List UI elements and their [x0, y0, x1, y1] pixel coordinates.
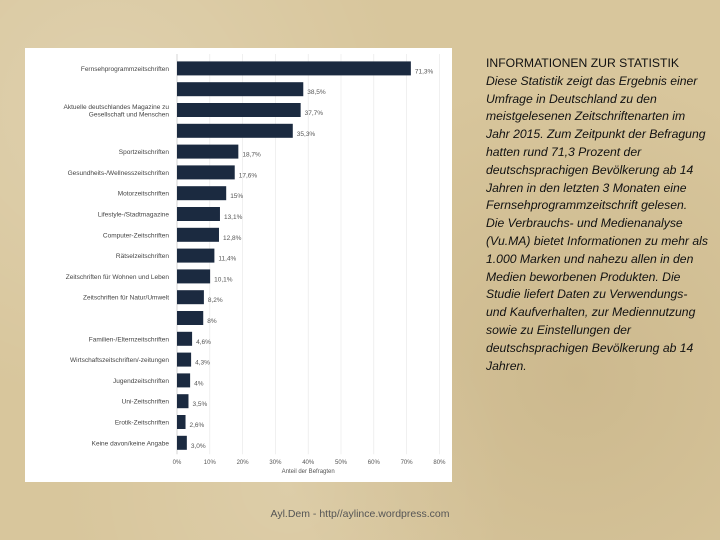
- category-label: Familien-/Elternzeitschriften: [89, 336, 170, 343]
- bar-value-label: 15%: [230, 193, 243, 200]
- bar: [177, 227, 219, 242]
- category-label: Zeitschriften für Wohnen und Leben: [66, 274, 170, 281]
- bar: [177, 248, 215, 263]
- bar-value-label: 4,6%: [196, 339, 211, 346]
- bar-value-label: 13,1%: [224, 214, 243, 221]
- bar: [177, 61, 411, 76]
- bar-value-label: 11,4%: [218, 256, 236, 263]
- x-tick-label: 0%: [173, 460, 182, 466]
- x-tick-label: 30%: [269, 460, 282, 466]
- category-label: Aktuelle deutschlandes Magazine zu: [63, 104, 169, 111]
- bar: [177, 373, 191, 388]
- bar: [177, 435, 187, 450]
- bar-chart: 0% 10% 20% 30% 40% 50% 60% 70% 80% Anteil der Bef…: [63, 54, 446, 475]
- category-label: Rätselzeitschriften: [116, 253, 169, 260]
- bar-value-label: 18,7%: [242, 152, 261, 159]
- footer-credit: Ayl.Dem - http//aylince.wordpress.com: [270, 508, 450, 520]
- bar: [177, 352, 192, 367]
- bar-value-label: 8%: [207, 318, 217, 325]
- bar-value-label: 3,5%: [192, 401, 207, 408]
- bar: [177, 290, 204, 305]
- category-label: Computer-Zeitschriften: [103, 232, 169, 239]
- category-label: Motorzeitschriften: [118, 191, 170, 198]
- bar-value-label: 35,3%: [297, 131, 316, 138]
- category-label: Gesellschaft und Menschen: [89, 111, 170, 118]
- bar: [177, 331, 193, 346]
- bar: [177, 269, 211, 284]
- category-label: Sportzeitschriften: [119, 149, 170, 156]
- bar: [177, 207, 220, 221]
- category-label: Lifestyle-/Stadtmagazine: [98, 212, 170, 219]
- x-tick-label: 70%: [401, 460, 414, 466]
- x-tick-label: 50%: [335, 460, 348, 466]
- category-label: Fernsehprogrammzeitschriften: [81, 66, 170, 73]
- bar: [177, 186, 227, 201]
- bar-value-label: 8,2%: [208, 297, 223, 304]
- info-paragraph: Die Verbrauchs- und Medienanalyse (Vu.MA…: [486, 216, 708, 373]
- info-text: Diese Statistik zeigt das Ergebnis einer…: [486, 73, 708, 376]
- x-tick-label: 20%: [237, 460, 250, 466]
- category-label: Gesundheits-/Wellnesszeitschriften: [68, 170, 170, 177]
- x-tick-label: 80%: [433, 460, 446, 466]
- category-label: Zeitschriften für Natur/Umwelt: [83, 295, 169, 302]
- x-tick-label: 10%: [204, 460, 217, 466]
- bar: [177, 144, 239, 159]
- bar-value-label: 71,3%: [415, 68, 434, 75]
- bar: [177, 394, 189, 409]
- category-label: Uni-Zeitschriften: [122, 399, 170, 406]
- category-label: Keine davon/keine Angabe: [92, 440, 170, 447]
- info-paragraph: Diese Statistik zeigt das Ergebnis einer…: [486, 73, 706, 213]
- bar: [177, 82, 304, 97]
- bar-value-label: 10,1%: [214, 276, 233, 283]
- bar-value-label: 3,0%: [191, 443, 206, 450]
- bar-value-label: 4,3%: [195, 360, 210, 367]
- category-label: Erotik-Zeitschriften: [115, 420, 170, 427]
- bar-value-label: 17,6%: [239, 172, 258, 179]
- bar: [177, 165, 235, 180]
- bar: [177, 103, 301, 117]
- info-heading: INFORMATIONEN ZUR STATISTIK: [486, 56, 679, 70]
- x-axis-title: Anteil der Befragten: [282, 469, 335, 475]
- info-panel: INFORMATIONEN ZUR STATISTIK Diese Statis…: [486, 55, 708, 375]
- bar-value-label: 12,8%: [223, 235, 242, 242]
- bar: [177, 415, 186, 429]
- category-label: Wirtschaftszeitschriften/-zeitungen: [70, 357, 169, 364]
- bar: [177, 311, 204, 325]
- bar-value-label: 4%: [194, 380, 204, 387]
- x-tick-label: 40%: [302, 460, 315, 466]
- bar-value-label: 2,6%: [190, 422, 205, 429]
- bar: [177, 123, 293, 138]
- bar-value-label: 37,7%: [305, 110, 324, 117]
- bar-value-label: 38,5%: [307, 89, 326, 96]
- category-label: Jugendzeitschriften: [113, 378, 169, 385]
- x-tick-label: 60%: [368, 460, 381, 466]
- chart-panel: 0% 10% 20% 30% 40% 50% 60% 70% 80% Anteil der Bef…: [25, 48, 452, 482]
